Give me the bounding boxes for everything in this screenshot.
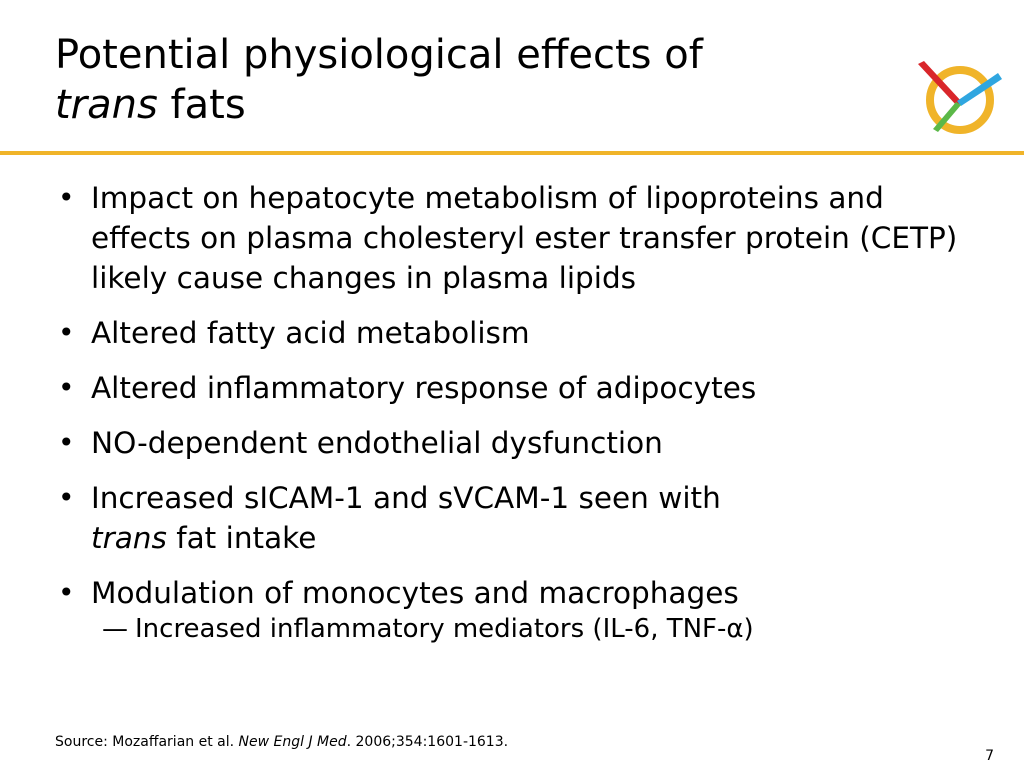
sub-bullet-text: Increased inflammatory mediators (IL-6, … bbox=[135, 614, 754, 644]
bullet-item: • Altered inflammatory response of adipo… bbox=[55, 368, 985, 408]
source-suffix: . 2006;354:1601-1613. bbox=[346, 734, 509, 750]
bullet-text: NO-dependent endothelial dysfunction bbox=[91, 426, 663, 460]
bullet-text: Altered inflammatory response of adipocy… bbox=[91, 371, 757, 405]
bullet-item: • Altered fatty acid metabolism bbox=[55, 313, 985, 353]
bullet-text: Altered fatty acid metabolism bbox=[91, 316, 530, 350]
sub-bullet-marker: — bbox=[102, 614, 128, 644]
bullet-marker: • bbox=[58, 181, 75, 214]
bullet-marker: • bbox=[58, 371, 75, 404]
bullet-item: • Increased sICAM-1 and sVCAM-1 seen wit… bbox=[55, 478, 985, 558]
title-line-2-rest: fats bbox=[157, 82, 246, 128]
source-journal: New Engl J Med bbox=[238, 734, 347, 750]
title-line-1: Potential physiological effects of bbox=[55, 32, 703, 78]
title-italic-word: trans bbox=[55, 82, 158, 128]
source-citation: Source: Mozaffarian et al. New Engl J Me… bbox=[55, 734, 508, 750]
bullet-item: • NO-dependent endothelial dysfunction bbox=[55, 423, 985, 463]
title-divider bbox=[0, 151, 1024, 155]
title-line-2: trans fats bbox=[55, 80, 703, 130]
page-number: 7 bbox=[985, 748, 994, 764]
bullet-italic-word: trans bbox=[91, 521, 167, 555]
bullet-marker: • bbox=[58, 316, 75, 349]
bullet-text: Modulation of monocytes and macrophages bbox=[91, 576, 739, 610]
slide-title: Potential physiological effects of trans… bbox=[55, 30, 703, 130]
bullet-text-line-1: Increased sICAM-1 and sVCAM-1 seen with bbox=[91, 481, 721, 515]
bullet-text-line-2: fat intake bbox=[166, 521, 317, 555]
bullet-text: Impact on hepatocyte metabolism of lipop… bbox=[91, 181, 958, 295]
bullet-list: • Impact on hepatocyte metabolism of lip… bbox=[55, 178, 985, 647]
source-prefix: Source: Mozaffarian et al. bbox=[55, 734, 239, 750]
logo-ring-icon bbox=[926, 66, 994, 134]
logo-blue-stroke-icon bbox=[957, 73, 1002, 106]
bullet-marker: • bbox=[58, 426, 75, 459]
bullet-item: • Modulation of monocytes and macrophage… bbox=[55, 573, 985, 613]
logo-red-stroke-icon bbox=[918, 61, 962, 106]
logo-green-stroke-icon bbox=[933, 102, 961, 132]
ring-with-crossed-lines-logo-icon bbox=[918, 61, 1002, 134]
bullet-item: • Impact on hepatocyte metabolism of lip… bbox=[55, 178, 985, 298]
sub-bullet-item: — Increased inflammatory mediators (IL-6… bbox=[55, 611, 985, 647]
bullet-marker: • bbox=[58, 576, 75, 609]
bullet-marker: • bbox=[58, 481, 75, 514]
